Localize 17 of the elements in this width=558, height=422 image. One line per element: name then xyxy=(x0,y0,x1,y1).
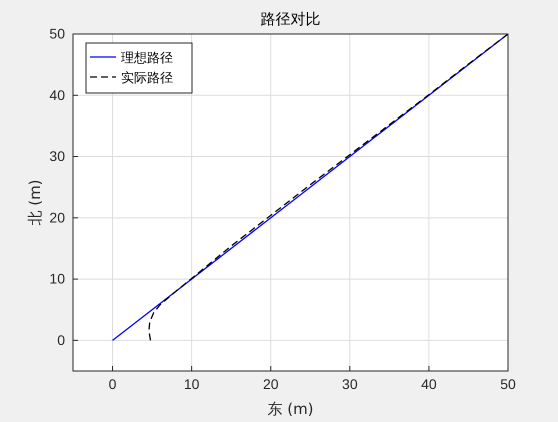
y-tick-label: 30 xyxy=(49,148,66,164)
x-tick-label: 20 xyxy=(262,376,279,392)
y-tick-label: 0 xyxy=(57,332,66,348)
legend-label: 理想路径 xyxy=(121,51,173,66)
y-tick-label: 50 xyxy=(49,25,66,42)
x-axis-title: 东 (m) xyxy=(267,400,314,418)
y-tick-label: 40 xyxy=(49,86,66,103)
y-tick-label: 10 xyxy=(49,270,66,287)
x-tick-label: 0 xyxy=(108,376,117,392)
legend-label: 实际路径 xyxy=(121,71,173,86)
x-tick-label: 40 xyxy=(421,376,437,392)
x-tick-label: 50 xyxy=(500,376,516,392)
x-tick-label: 10 xyxy=(184,376,200,392)
x-tick-label: 30 xyxy=(342,376,358,392)
y-axis-title: 北 (m) xyxy=(26,179,44,226)
y-tick-label: 20 xyxy=(49,209,66,226)
chart-title: 路径对比 xyxy=(260,10,320,28)
